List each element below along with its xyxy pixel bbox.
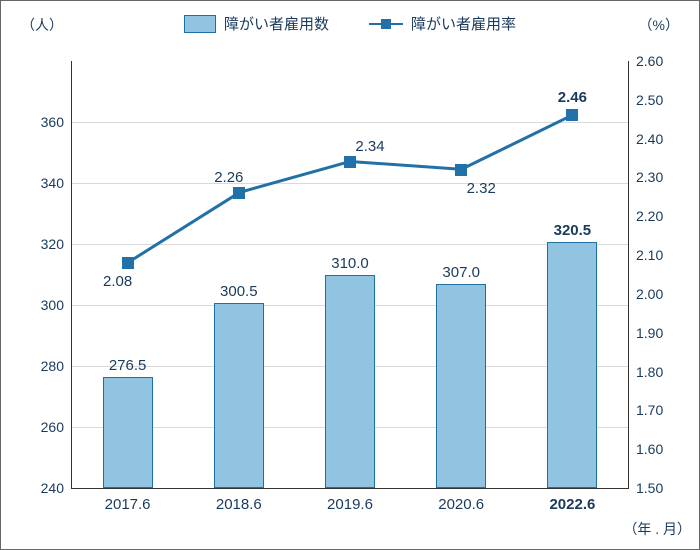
- chart-container: 障がい者雇用数 障がい者雇用率 （人） （%） （年 . 月） 24026028…: [0, 0, 700, 550]
- line-marker: [455, 164, 467, 176]
- bar-value-label: 300.5: [220, 283, 258, 303]
- bar: [436, 284, 486, 488]
- y-left-tick: 260: [24, 419, 72, 435]
- y-right-tick: 2.20: [628, 208, 676, 224]
- bar-value-label: 276.5: [109, 357, 147, 377]
- line-value-label: 2.26: [214, 169, 243, 186]
- left-axis-unit: （人）: [21, 15, 63, 35]
- line-value-label: 2.32: [467, 180, 496, 197]
- bar: [547, 242, 597, 488]
- y-right-tick: 1.70: [628, 402, 676, 418]
- x-tick-label: 2022.6: [549, 488, 595, 513]
- y-right-tick: 2.30: [628, 169, 676, 185]
- line-marker: [233, 187, 245, 199]
- y-right-tick: 1.90: [628, 325, 676, 341]
- y-left-tick: 300: [24, 297, 72, 313]
- y-left-tick: 320: [24, 236, 72, 252]
- y-right-tick: 2.50: [628, 92, 676, 108]
- bar: [325, 275, 375, 489]
- x-tick-label: 2020.6: [438, 488, 484, 513]
- legend: 障がい者雇用数 障がい者雇用率: [1, 13, 699, 34]
- line-marker: [122, 257, 134, 269]
- plot-area: 2402602803003203403601.501.601.701.801.9…: [71, 61, 629, 489]
- gridline: [72, 183, 628, 184]
- bar-value-label: 310.0: [331, 255, 369, 275]
- y-right-tick: 2.10: [628, 247, 676, 263]
- y-left-tick: 360: [24, 114, 72, 130]
- line-marker: [566, 109, 578, 121]
- y-right-tick: 1.60: [628, 441, 676, 457]
- y-left-tick: 340: [24, 175, 72, 191]
- x-tick-label: 2019.6: [327, 488, 373, 513]
- y-left-tick: 240: [24, 480, 72, 496]
- y-right-tick: 1.50: [628, 480, 676, 496]
- line-segment: [127, 192, 240, 264]
- gridline: [72, 122, 628, 123]
- y-right-tick: 2.60: [628, 53, 676, 69]
- legend-line-label: 障がい者雇用率: [411, 13, 516, 34]
- legend-bar-swatch: [184, 15, 216, 33]
- y-right-tick: 1.80: [628, 364, 676, 380]
- legend-bar-item: 障がい者雇用数: [184, 13, 329, 34]
- right-axis-unit: （%）: [639, 15, 679, 35]
- y-left-tick: 280: [24, 358, 72, 374]
- bar: [103, 377, 153, 488]
- legend-bar-label: 障がい者雇用数: [224, 13, 329, 34]
- legend-line-swatch: [369, 23, 403, 25]
- bar: [214, 303, 264, 488]
- bar-value-label: 320.5: [554, 222, 592, 242]
- line-marker: [344, 156, 356, 168]
- legend-line-item: 障がい者雇用率: [369, 13, 516, 34]
- bar-value-label: 307.0: [442, 264, 480, 284]
- y-right-tick: 2.00: [628, 286, 676, 302]
- line-value-label: 2.46: [558, 89, 587, 106]
- x-tick-label: 2017.6: [105, 488, 151, 513]
- x-tick-label: 2018.6: [216, 488, 262, 513]
- line-segment: [238, 160, 350, 194]
- y-right-tick: 2.40: [628, 131, 676, 147]
- line-value-label: 2.34: [355, 138, 384, 155]
- line-value-label: 2.08: [103, 273, 132, 290]
- line-segment: [350, 160, 461, 171]
- x-axis-unit: （年 . 月）: [623, 519, 691, 539]
